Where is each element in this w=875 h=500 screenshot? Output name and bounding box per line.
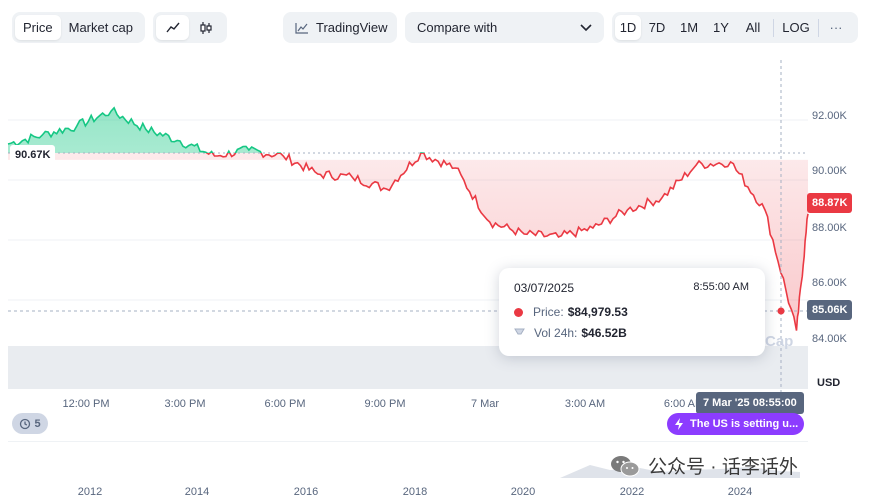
range-all[interactable]: All [745,20,761,35]
x-tick: 6:00 PM [264,398,306,410]
y-tick-92k: 92.00K [812,110,847,122]
y-unit-label: USD [817,377,841,389]
divider [773,18,774,37]
news-headline-pill[interactable]: The US is setting u... [667,413,804,435]
brand-watermark: Cap [765,333,794,350]
navigator-area [560,465,800,478]
chart-icon [295,22,308,34]
range-1y[interactable]: 1Y [713,20,729,35]
chevron-down-icon [580,23,592,31]
x-tick: 6:00 AM [663,398,705,410]
x-tick: 7 Mar [470,398,500,410]
wechat-icon [611,455,640,476]
navigator-year-tick: 2024 [727,486,753,498]
divider [818,18,819,37]
x-tick: 3:00 PM [164,398,206,410]
current-price-badge: 88.87K [807,193,853,213]
tooltip-time: 8:55:00 AM [693,281,749,293]
x-tick: 3:00 AM [564,398,606,410]
x-tick: 9:00 PM [364,398,406,410]
candlestick-icon[interactable] [189,15,222,40]
price-dot-icon [514,307,523,317]
news-headline: The US is setting u... [690,418,799,430]
tooltip-price-label: Price: [533,305,564,319]
tooltip-volume-label: Vol 24h: [534,326,578,340]
y-tick-84k: 84.00K [812,333,847,345]
area-fill-down [8,153,808,331]
price-tab[interactable]: Price [15,15,61,40]
history-icon [20,418,31,429]
compare-with-label: Compare with [417,20,498,35]
more-options-button[interactable]: ··· [829,20,843,35]
price-tooltip: 03/07/2025 8:55:00 AM Price: $84,979.53 … [499,268,765,356]
wechat-watermark-text: 公众号 · 话李话外 [648,457,798,478]
area-fill-up [8,107,421,153]
range-1m[interactable]: 1M [679,20,699,35]
y-tick-88k: 88.00K [812,222,847,234]
hover-price-badge: 85.06K [807,300,853,320]
chart-toolbar: Price Market cap TradingView Compare wit… [10,12,865,44]
y-tick-90k: 90.00K [812,165,847,177]
navigator-year-tick: 2018 [402,486,428,498]
navigator-year-tick: 2020 [510,486,536,498]
price-line-down [205,153,809,331]
wechat-watermark: 公众号 · 话李话外 [610,452,798,479]
range-1d[interactable]: 1D [615,15,641,40]
market-cap-tab[interactable]: Market cap [68,20,133,35]
price-marketcap-toggle: Price Market cap [12,12,145,43]
volume-icon [514,328,525,335]
navigator-border [8,441,808,442]
x-tick: 12:00 PM [62,398,110,410]
price-line-up [7,106,425,153]
open-price-label: 90.67K [10,145,56,165]
time-range-selector: 1D 7D 1M 1Y All LOG ··· [612,12,858,43]
tooltip-volume-value: $46.52B [581,326,627,340]
log-scale-button[interactable]: LOG [782,20,810,35]
crosshair-time-badge: 7 Mar '25 08:55:00 [696,392,804,414]
tooltip-price-row: Price: $84,979.53 [514,305,628,319]
tooltip-volume-row: Vol 24h: $46.52B [514,326,627,340]
hover-point [777,307,785,315]
chart-type-toggle [153,12,227,43]
y-tick-86k: 86.00K [812,277,847,289]
range-7d[interactable]: 7D [648,20,666,35]
news-count-badge[interactable]: 5 [12,413,48,434]
navigator-year-tick: 2012 [77,486,103,498]
lightning-icon [675,418,683,430]
tradingview-button[interactable]: TradingView [283,12,397,43]
tradingview-label: TradingView [316,20,388,35]
news-count: 5 [34,417,41,430]
line-chart-icon[interactable] [156,15,189,40]
navigator-year-tick: 2022 [619,486,645,498]
tooltip-date: 03/07/2025 [514,281,575,295]
navigator-year-tick: 2016 [293,486,319,498]
navigator-year-tick: 2014 [184,486,210,498]
tooltip-price-value: $84,979.53 [567,305,628,319]
compare-with-select[interactable]: Compare with [405,12,604,43]
